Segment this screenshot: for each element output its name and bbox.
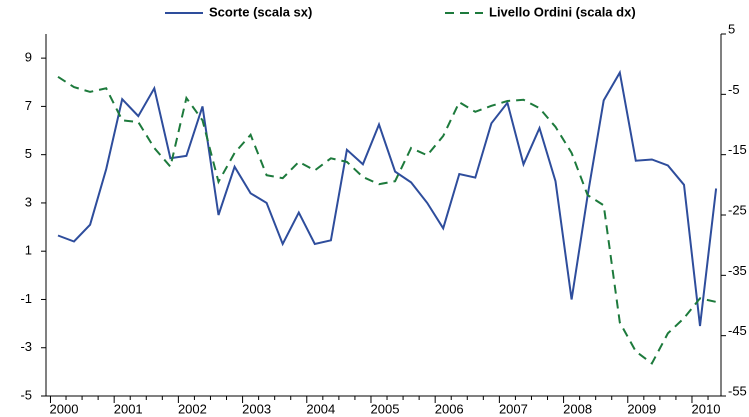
y2-tick-label: -5 xyxy=(728,82,740,97)
y2-tick-label: 5 xyxy=(728,21,735,36)
y-tick-label: 5 xyxy=(25,146,32,161)
x-tick-label: 2004 xyxy=(306,401,335,416)
legend-label: Scorte (scala sx) xyxy=(209,4,312,19)
y-tick-label: 9 xyxy=(25,50,32,65)
series-line xyxy=(57,75,717,365)
x-tick-label: 2007 xyxy=(499,401,528,416)
x-tick-label: 2008 xyxy=(563,401,592,416)
y-tick-label: 3 xyxy=(25,194,32,209)
y2-tick-label: -45 xyxy=(728,323,747,338)
x-tick-label: 2000 xyxy=(50,401,79,416)
x-tick-label: 2001 xyxy=(114,401,143,416)
y2-tick-label: -15 xyxy=(728,142,747,157)
x-tick-label: 2006 xyxy=(435,401,464,416)
x-tick-label: 2002 xyxy=(178,401,207,416)
y-tick-label: 7 xyxy=(25,98,32,113)
x-tick-label: 2010 xyxy=(692,401,721,416)
y-tick-label: -3 xyxy=(20,339,32,354)
y-tick-label: -5 xyxy=(20,387,32,402)
x-tick-label: 2005 xyxy=(371,401,400,416)
legend-label: Livello Ordini (scala dx) xyxy=(489,4,636,19)
y2-tick-label: -35 xyxy=(728,263,747,278)
x-tick-label: 2009 xyxy=(627,401,656,416)
y-tick-label: -1 xyxy=(20,291,32,306)
y2-tick-label: -25 xyxy=(728,202,747,217)
x-tick-label: 2003 xyxy=(242,401,271,416)
y-tick-label: 1 xyxy=(25,243,32,258)
y2-tick-label: -55 xyxy=(728,383,747,398)
series-line xyxy=(57,69,718,327)
